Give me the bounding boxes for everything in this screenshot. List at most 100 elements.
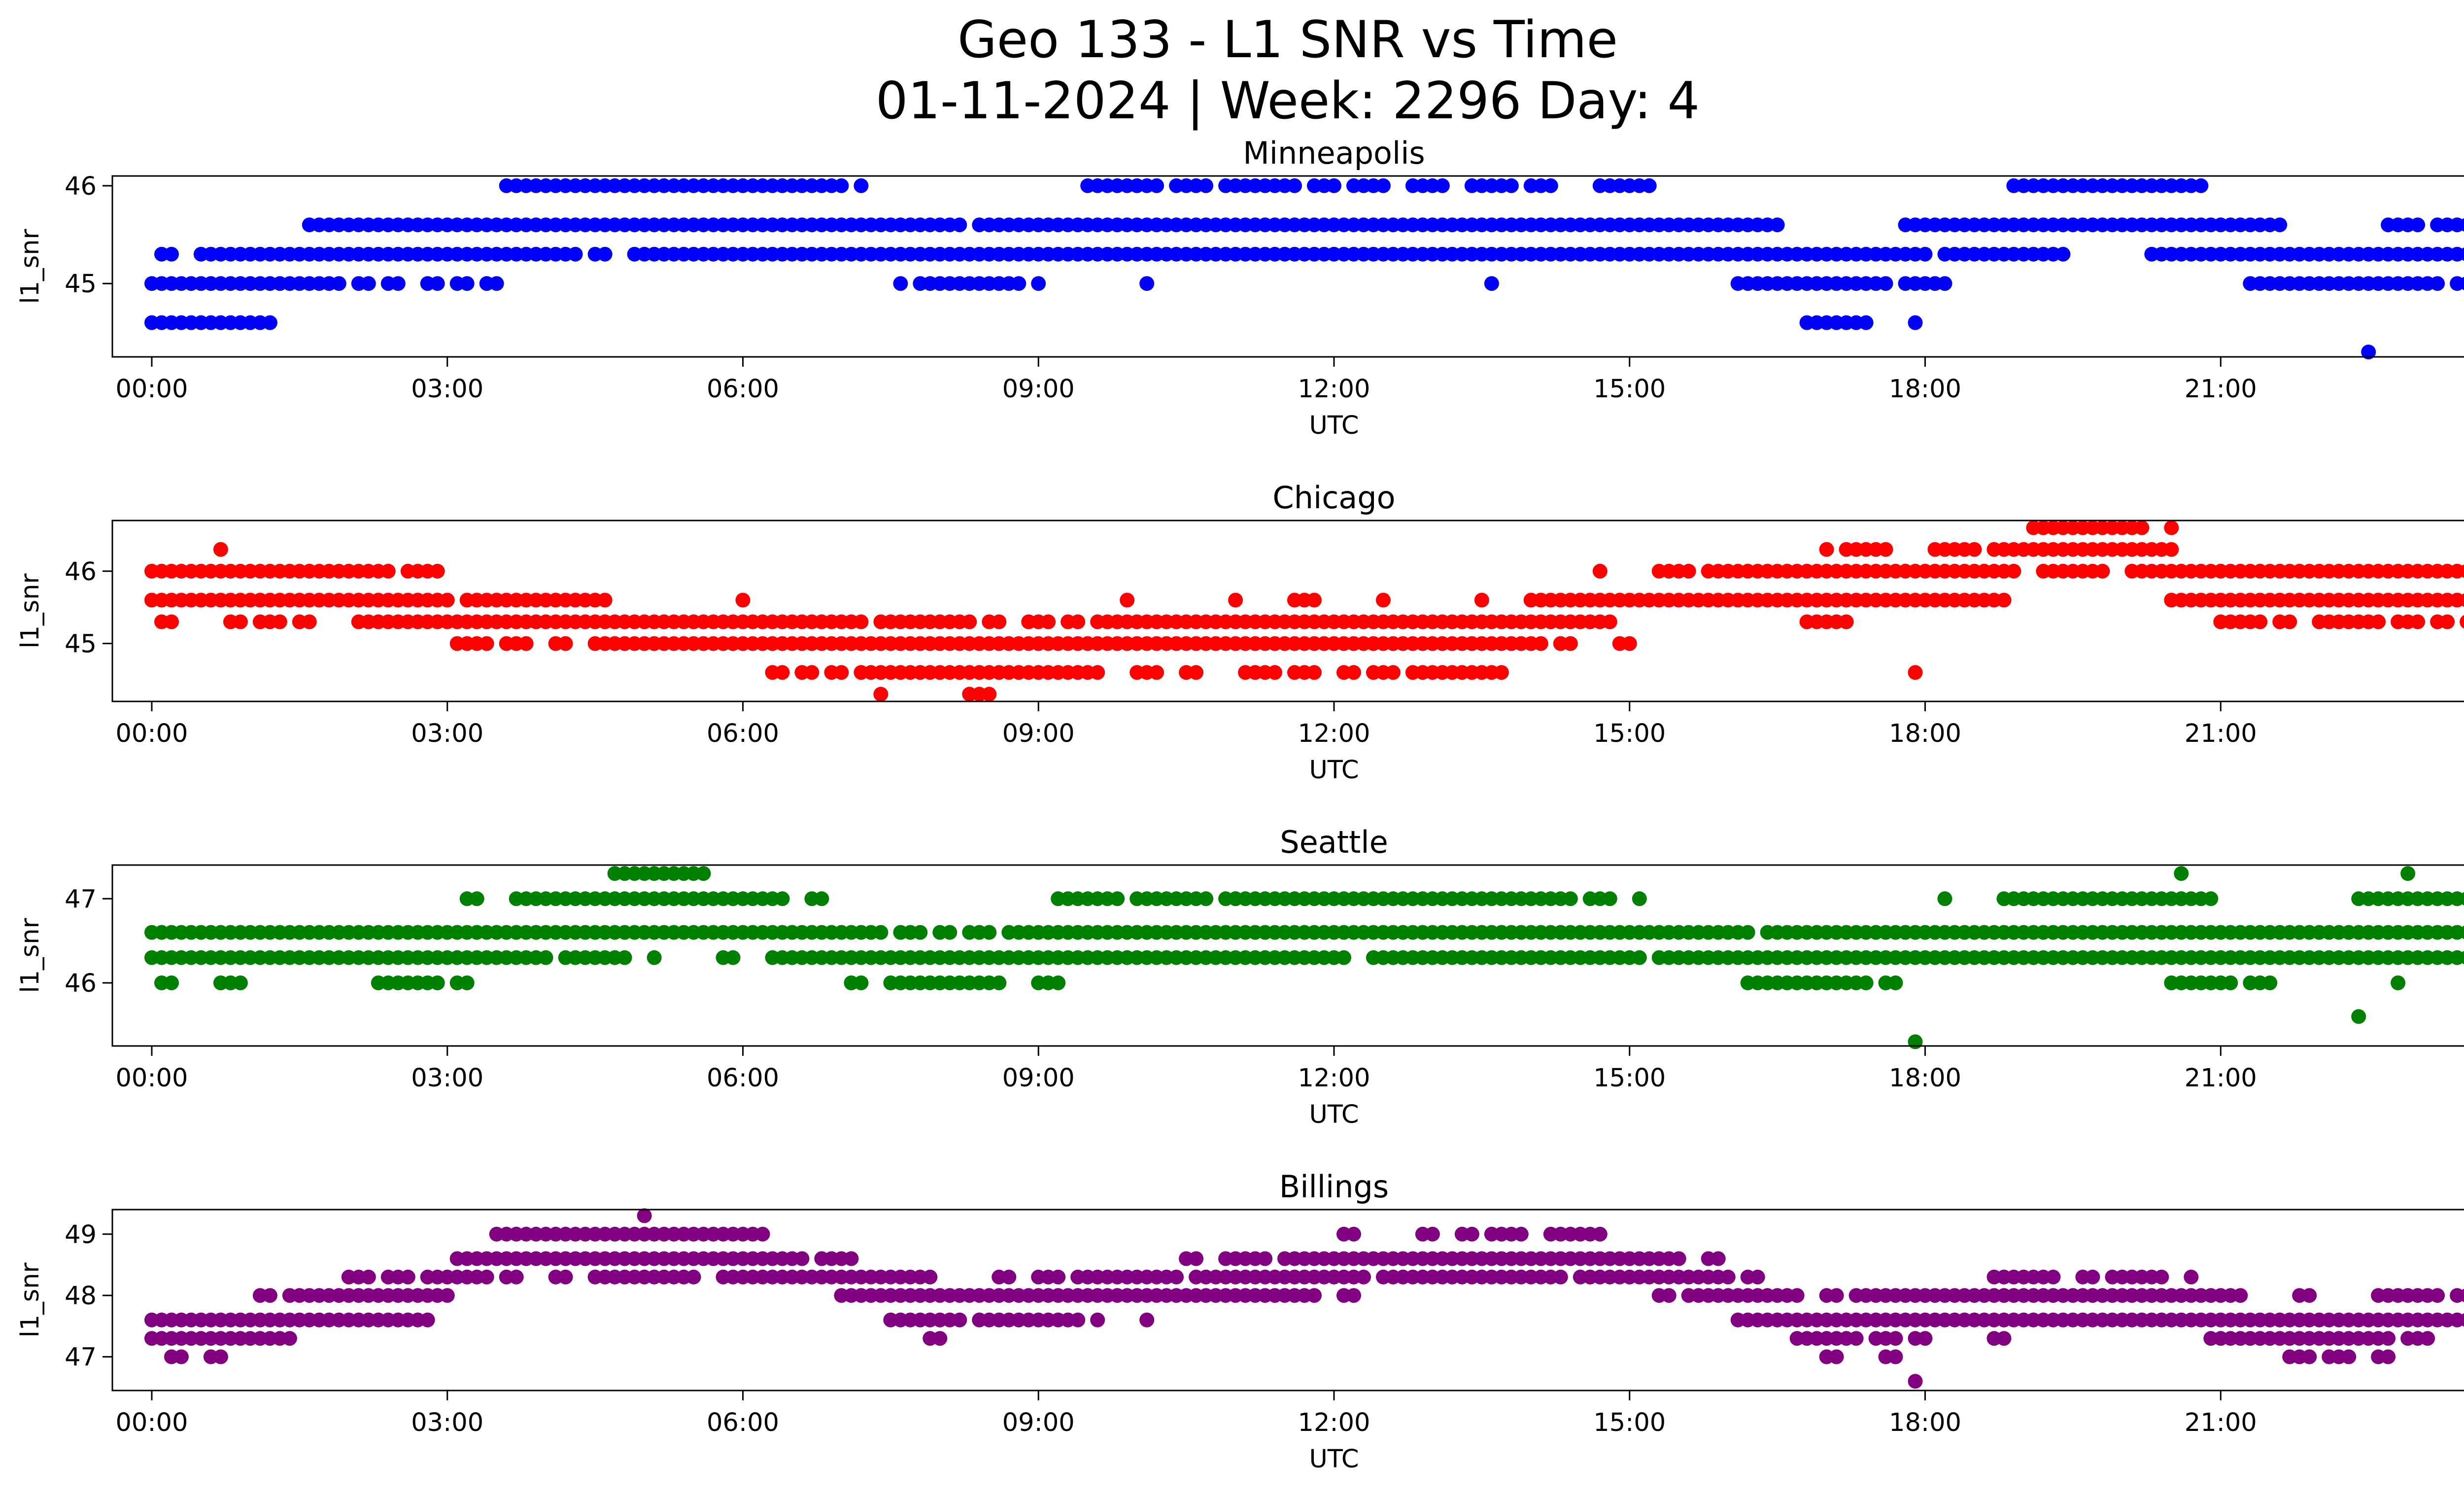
x-tick-label: 18:00 [1889, 1064, 1961, 1093]
scatter-points [144, 1208, 2464, 1389]
data-point [2184, 1269, 2199, 1285]
data-point [2460, 218, 2464, 232]
data-point [1346, 665, 1361, 680]
x-tick-label: 18:00 [1889, 1408, 1961, 1437]
data-point [1563, 891, 1578, 906]
data-point [164, 975, 179, 990]
x-tick-label: 00:00 [115, 375, 188, 404]
y-tick-label: 46 [65, 969, 97, 998]
x-axis-label: UTC [1309, 1445, 1359, 1474]
data-point [1139, 1312, 1155, 1327]
data-point [1937, 891, 1952, 906]
data-point [1513, 1226, 1529, 1242]
data-point [1189, 1251, 1204, 1266]
x-axis-label: UTC [1309, 756, 1359, 785]
data-point [164, 614, 179, 629]
data-point [1267, 665, 1282, 680]
data-point [597, 592, 613, 608]
data-point [1139, 276, 1155, 291]
y-tick-label: 47 [65, 885, 97, 914]
x-tick-label: 06:00 [707, 375, 779, 404]
data-point [2282, 614, 2297, 629]
data-point [2361, 345, 2376, 360]
data-point [2460, 615, 2464, 629]
figure-title-line-1: Geo 133 - L1 SNR vs Time [957, 10, 1618, 70]
y-axis-label: l1_snr [16, 573, 45, 648]
data-point [873, 687, 889, 702]
data-point [637, 1208, 652, 1223]
data-point [400, 1269, 415, 1285]
data-point [1839, 614, 1854, 629]
data-point [1031, 276, 1046, 291]
data-point [2440, 614, 2455, 629]
data-point [2272, 217, 2288, 233]
data-point [1258, 1251, 1273, 1266]
data-point [1908, 665, 1923, 680]
data-point [173, 1349, 189, 1364]
data-point [1543, 178, 1558, 193]
y-tick-label: 45 [65, 630, 97, 659]
data-point [617, 950, 632, 965]
data-point [597, 246, 613, 262]
x-axis-label: UTC [1309, 1100, 1359, 1129]
data-point [440, 592, 455, 608]
x-tick-label: 12:00 [1298, 1408, 1370, 1437]
data-point [854, 975, 869, 990]
data-point [2371, 614, 2386, 629]
data-point [2203, 891, 2219, 906]
data-point [1120, 592, 1135, 608]
data-point [331, 276, 346, 291]
data-point [282, 1331, 297, 1346]
data-point [430, 975, 445, 990]
data-point [430, 563, 445, 579]
x-tick-label: 15:00 [1593, 1064, 1666, 1093]
data-point [1386, 665, 1401, 680]
data-point [992, 614, 1007, 629]
data-point [430, 276, 445, 291]
data-point [1090, 1312, 1105, 1327]
data-point [361, 1269, 376, 1285]
data-point [2450, 925, 2464, 940]
data-point [1681, 563, 1696, 579]
data-point [2450, 1288, 2464, 1303]
y-tick-label: 45 [65, 270, 97, 299]
data-point [873, 925, 889, 940]
data-point [1602, 891, 1617, 906]
data-point [1720, 1269, 1736, 1285]
data-point [775, 891, 790, 906]
data-point [2164, 542, 2179, 557]
data-point [1750, 1269, 1765, 1285]
subplot-seattle: Seattle 00:00 03:00 06:00 09:00 12:00 15:00 18:… [16, 824, 2464, 1129]
x-tick-label: 03:00 [411, 1408, 483, 1437]
data-point [735, 592, 751, 608]
data-point [1602, 614, 1617, 629]
data-point [2351, 1009, 2366, 1024]
data-point [982, 687, 997, 702]
data-point [1632, 891, 1647, 906]
subplot-minneapolis: Minneapolis 00:00 03:00 06:00 09:00 12:00 15:0… [16, 135, 2464, 440]
data-point [2302, 1349, 2317, 1364]
data-point [1110, 891, 1125, 906]
subplot-title: Minneapolis [1243, 135, 1425, 171]
x-tick-label: 00:00 [115, 719, 188, 748]
data-point [2154, 1269, 2169, 1285]
data-point [518, 636, 534, 651]
data-point [2450, 950, 2464, 965]
data-point [686, 1269, 701, 1285]
data-point [2400, 866, 2416, 881]
data-point [1149, 665, 1164, 680]
data-point [2410, 614, 2426, 629]
x-tick-label: 06:00 [707, 1064, 779, 1093]
data-point [2450, 563, 2464, 579]
data-point [440, 1288, 455, 1303]
data-point [1740, 925, 1755, 940]
data-point [213, 1349, 228, 1364]
data-point [2262, 975, 2278, 990]
data-point [913, 925, 928, 940]
y-axis-label: l1_snr [16, 918, 45, 993]
data-point [1070, 614, 1086, 629]
data-point [262, 1288, 277, 1303]
x-tick-label: 12:00 [1298, 375, 1370, 404]
data-point [2095, 563, 2110, 579]
